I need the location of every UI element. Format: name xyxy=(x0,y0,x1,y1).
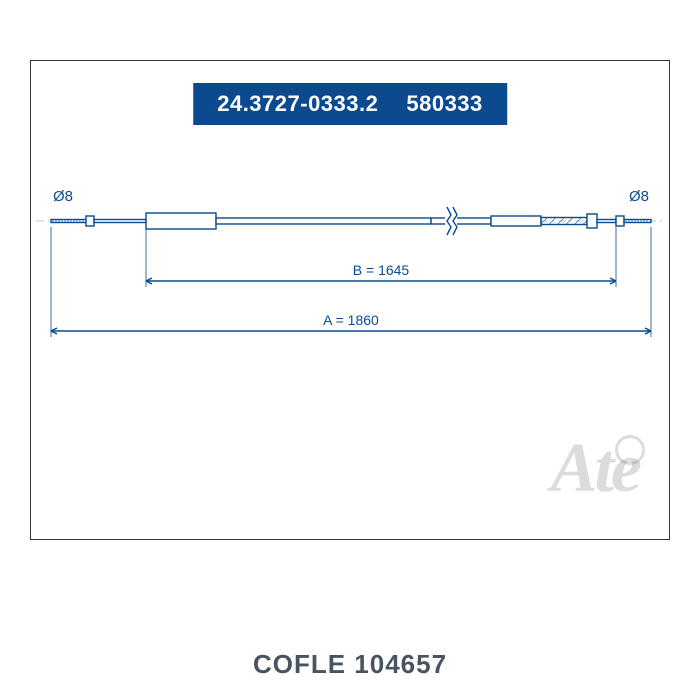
part-number-long: 24.3727-0333.2 xyxy=(217,91,378,117)
svg-text:Ø8: Ø8 xyxy=(629,188,649,205)
svg-text:Ø8: Ø8 xyxy=(53,188,73,205)
footer-brand: COFLE xyxy=(253,649,346,679)
watermark-logo: Ate xyxy=(551,429,639,509)
diagram-frame: 24.3727-0333.2 580333 Ø8 Ø8 B = 1645 A = 18… xyxy=(30,60,670,540)
svg-text:B = 1645: B = 1645 xyxy=(353,262,410,278)
svg-text:A = 1860: A = 1860 xyxy=(323,312,379,328)
part-number-short: 580333 xyxy=(406,91,482,117)
header-bar: 24.3727-0333.2 580333 xyxy=(193,83,507,125)
footer-code: 104657 xyxy=(354,649,447,679)
footer: COFLE 104657 xyxy=(0,649,700,680)
